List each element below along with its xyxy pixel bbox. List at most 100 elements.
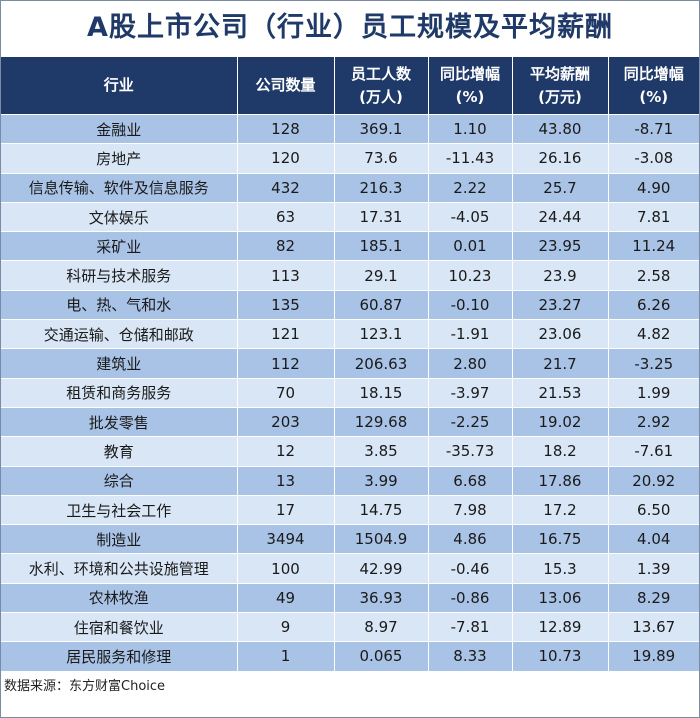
salary-yoy-cell: 4.04 <box>608 524 699 554</box>
employees-yoy-cell: -0.46 <box>428 553 513 584</box>
avg-salary-cell: 25.7 <box>512 172 609 203</box>
industry-cell: 卫生与社会工作 <box>1 494 238 525</box>
header-salary-yoy: 同比增幅 (%) <box>608 57 699 115</box>
company-count-cell: 1 <box>237 641 335 671</box>
avg-salary-cell: 23.95 <box>512 231 609 261</box>
table-row: 制造业 3494 1504.9 4.86 16.75 4.04 <box>1 524 699 554</box>
avg-salary-cell: 24.44 <box>512 201 609 232</box>
employees-yoy-cell: -0.86 <box>428 582 513 613</box>
table-row: 电、热、气和水 135 60.87 -0.10 23.27 6.26 <box>1 289 699 320</box>
employees-cell: 0.065 <box>334 641 429 671</box>
company-count-cell: 203 <box>237 406 335 437</box>
salary-yoy-cell: 4.90 <box>608 172 699 203</box>
industry-cell: 居民服务和修理 <box>1 641 238 671</box>
industry-cell: 电、热、气和水 <box>1 289 238 320</box>
company-count-cell: 128 <box>237 113 335 144</box>
avg-salary-cell: 23.27 <box>512 289 609 320</box>
header-salary-yoy-unit: (%) <box>639 87 669 106</box>
salary-yoy-cell: 2.58 <box>608 260 699 291</box>
header-avg-salary-label: 平均薪酬 <box>529 64 590 83</box>
industry-cell: 科研与技术服务 <box>1 260 238 291</box>
employees-cell: 1504.9 <box>334 524 429 554</box>
table-row: 采矿业 82 185.1 0.01 23.95 11.24 <box>1 231 699 261</box>
header-employees-label: 员工人数 <box>350 64 411 83</box>
employees-cell: 129.68 <box>334 406 429 437</box>
avg-salary-cell: 17.2 <box>512 494 609 525</box>
header-employees-yoy: 同比增幅 (%) <box>428 57 513 115</box>
employees-cell: 216.3 <box>334 172 429 203</box>
header-industry-label: 行业 <box>103 76 134 94</box>
company-count-cell: 13 <box>237 465 335 496</box>
header-salary-yoy-label: 同比增幅 <box>623 64 684 83</box>
company-count-cell: 82 <box>237 231 335 261</box>
employees-cell: 123.1 <box>334 319 429 349</box>
industry-cell: 租赁和商务服务 <box>1 377 238 408</box>
company-count-cell: 63 <box>237 201 335 232</box>
company-count-cell: 121 <box>237 319 335 349</box>
header-avg-salary-unit: (万元) <box>538 87 582 106</box>
table-row: 文体娱乐 63 17.31 -4.05 24.44 7.81 <box>1 201 699 232</box>
employees-cell: 3.99 <box>334 465 429 496</box>
industry-cell: 文体娱乐 <box>1 201 238 232</box>
header-employees: 员工人数 (万人) <box>334 57 429 115</box>
header-employees-unit: (万人) <box>359 87 403 106</box>
employees-yoy-cell: -35.73 <box>428 436 513 467</box>
employees-cell: 60.87 <box>334 289 429 320</box>
data-source-note: 数据来源：东方财富Choice <box>4 679 166 694</box>
header-industry: 行业 <box>1 57 238 115</box>
salary-yoy-cell: -7.61 <box>608 436 699 467</box>
avg-salary-cell: 10.73 <box>512 641 609 671</box>
table-header-row: 行业 公司数量 员工人数 (万人) 同比增幅 (%) 平均薪酬 (万元) 同比增… <box>1 57 699 115</box>
employees-yoy-cell: -11.43 <box>428 143 513 174</box>
avg-salary-cell: 21.53 <box>512 377 609 408</box>
employees-cell: 369.1 <box>334 113 429 144</box>
salary-yoy-cell: 1.99 <box>608 377 699 408</box>
industry-cell: 教育 <box>1 436 238 467</box>
employees-yoy-cell: 1.10 <box>428 113 513 144</box>
salary-yoy-cell: -3.25 <box>608 348 699 379</box>
avg-salary-cell: 16.75 <box>512 524 609 554</box>
employees-yoy-cell: 2.22 <box>428 172 513 203</box>
header-company-count-label: 公司数量 <box>255 76 316 94</box>
industry-cell: 交通运输、仓储和邮政 <box>1 319 238 349</box>
employees-yoy-cell: -0.10 <box>428 289 513 320</box>
company-count-cell: 120 <box>237 143 335 174</box>
avg-salary-cell: 43.80 <box>512 113 609 144</box>
employees-yoy-cell: -2.25 <box>428 406 513 437</box>
employees-cell: 206.63 <box>334 348 429 379</box>
header-company-count: 公司数量 <box>237 57 335 115</box>
table-row: 信息传输、软件及信息服务 432 216.3 2.22 25.7 4.90 <box>1 172 699 203</box>
salary-yoy-cell: 19.89 <box>608 641 699 671</box>
employees-cell: 14.75 <box>334 494 429 525</box>
company-count-cell: 9 <box>237 612 335 642</box>
salary-yoy-cell: 6.26 <box>608 289 699 320</box>
header-avg-salary: 平均薪酬 (万元) <box>512 57 609 115</box>
industry-cell: 住宿和餐饮业 <box>1 612 238 642</box>
table-row: 房地产 120 73.6 -11.43 26.16 -3.08 <box>1 143 699 174</box>
salary-yoy-cell: 6.50 <box>608 494 699 525</box>
company-count-cell: 100 <box>237 553 335 584</box>
salary-yoy-cell: 2.92 <box>608 406 699 437</box>
employees-yoy-cell: 10.23 <box>428 260 513 291</box>
salary-yoy-cell: -3.08 <box>608 143 699 174</box>
employees-cell: 29.1 <box>334 260 429 291</box>
salary-yoy-cell: 11.24 <box>608 231 699 261</box>
salary-yoy-cell: 7.81 <box>608 201 699 232</box>
industry-cell: 制造业 <box>1 524 238 554</box>
table-body: 金融业 128 369.1 1.10 43.80 -8.71 房地产 120 73.6 -11.4… <box>1 113 699 671</box>
table-row: 卫生与社会工作 17 14.75 7.98 17.2 6.50 <box>1 494 699 525</box>
industry-cell: 水利、环境和公共设施管理 <box>1 553 238 584</box>
avg-salary-cell: 26.16 <box>512 143 609 174</box>
industry-cell: 金融业 <box>1 113 238 144</box>
table-row: 居民服务和修理 1 0.065 8.33 10.73 19.89 <box>1 641 699 671</box>
salary-yoy-cell: -8.71 <box>608 113 699 144</box>
industry-cell: 综合 <box>1 465 238 496</box>
company-count-cell: 12 <box>237 436 335 467</box>
table-row: 科研与技术服务 113 29.1 10.23 23.9 2.58 <box>1 260 699 291</box>
employees-cell: 17.31 <box>334 201 429 232</box>
avg-salary-cell: 18.2 <box>512 436 609 467</box>
employees-yoy-cell: 8.33 <box>428 641 513 671</box>
employees-yoy-cell: 4.86 <box>428 524 513 554</box>
avg-salary-cell: 19.02 <box>512 406 609 437</box>
table-row: 批发零售 203 129.68 -2.25 19.02 2.92 <box>1 406 699 437</box>
